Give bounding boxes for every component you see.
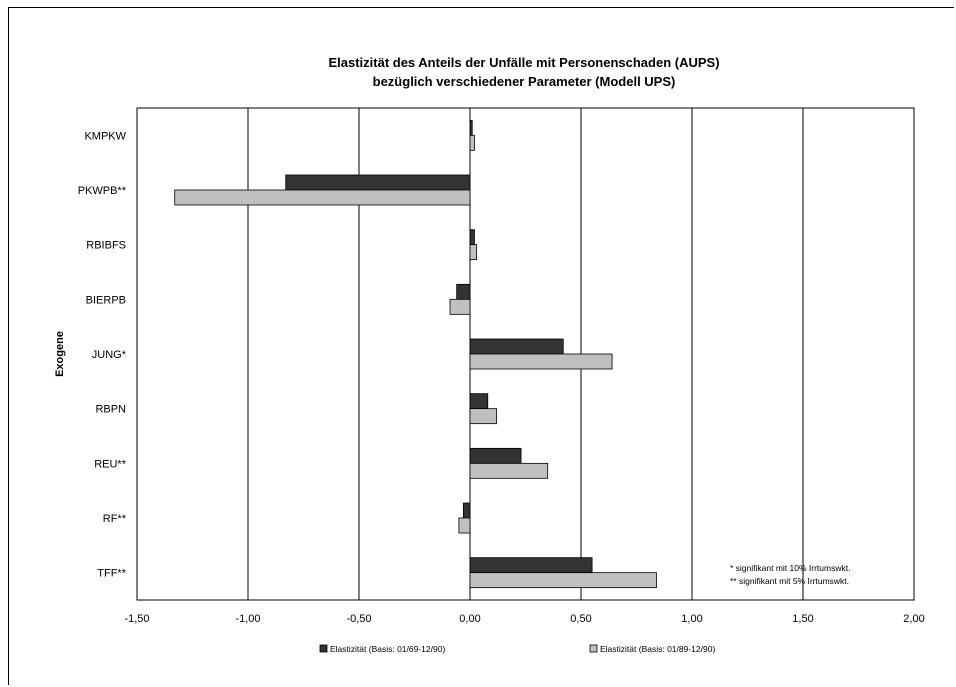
category-label: KMPKW (84, 130, 126, 142)
chart-title-line-2: bezüglich verschiedener Parameter (Model… (373, 74, 676, 89)
legend-swatch-series-1 (319, 644, 328, 653)
category-label: PKWPB** (78, 185, 127, 197)
category-label: RF** (103, 513, 127, 525)
x-tick-label: 0,00 (459, 613, 480, 625)
bar-series-2 (469, 134, 475, 151)
bar-series-2 (469, 408, 498, 425)
bar-series-1 (456, 283, 471, 300)
chart-title-line-1: Elastizität des Anteils der Unfälle mit … (328, 55, 719, 70)
bar-series-2 (469, 244, 478, 261)
x-tick-label: 1,50 (792, 613, 813, 625)
bar-series-1 (469, 119, 473, 136)
legend-label-series-2: Elastizität (Basis: 01/89-12/90) (600, 644, 715, 654)
category-label: RBIBFS (86, 240, 126, 252)
chart-frame (8, 7, 954, 685)
x-tick-label: -1,00 (235, 613, 260, 625)
category-label: JUNG* (92, 349, 127, 361)
bar-series-1 (469, 557, 593, 574)
bar-series-1 (285, 174, 471, 191)
bar-series-2 (469, 572, 657, 589)
annotation-1: * signifikant mit 10% Irrtumswkt. (730, 563, 850, 573)
annotation-2: ** signifikant mit 5% Irrtumswkt. (730, 576, 849, 586)
bar-series-2 (458, 517, 471, 534)
bar-series-2 (174, 189, 471, 206)
bars (174, 119, 657, 589)
x-tick-labels: -1,50 -1,00 -0,50 0,00 0,50 1,00 1,50 2,00 (124, 613, 924, 625)
category-labels: KMPKW PKWPB** RBIBFS BIERPB JUNG* RBPN REU** RF… (78, 130, 127, 579)
legend: Elastizität (Basis: 01/69-12/90) Elastiz… (319, 644, 715, 654)
category-label: RBPN (95, 404, 126, 416)
bar-series-1 (469, 447, 522, 464)
x-tick-label: -0,50 (346, 613, 371, 625)
bar-series-2 (469, 353, 613, 370)
category-label: REU** (94, 458, 127, 470)
category-label: TFF** (97, 568, 126, 580)
legend-label-series-1: Elastizität (Basis: 01/69-12/90) (330, 644, 445, 654)
bar-series-2 (469, 462, 549, 479)
x-tick-label: -1,50 (124, 613, 149, 625)
legend-swatch-series-2 (589, 644, 598, 653)
bar-series-2 (449, 298, 471, 315)
bar-series-1 (469, 229, 475, 246)
bar-series-1 (469, 338, 564, 355)
bar-series-1 (469, 393, 489, 410)
x-tick-label: 0,50 (570, 613, 591, 625)
x-tick-label: 1,00 (681, 613, 702, 625)
y-axis-label: Exogene (54, 331, 66, 377)
x-tick-label: 2,00 (903, 613, 924, 625)
category-label: BIERPB (86, 294, 126, 306)
bar-series-1 (462, 502, 471, 519)
